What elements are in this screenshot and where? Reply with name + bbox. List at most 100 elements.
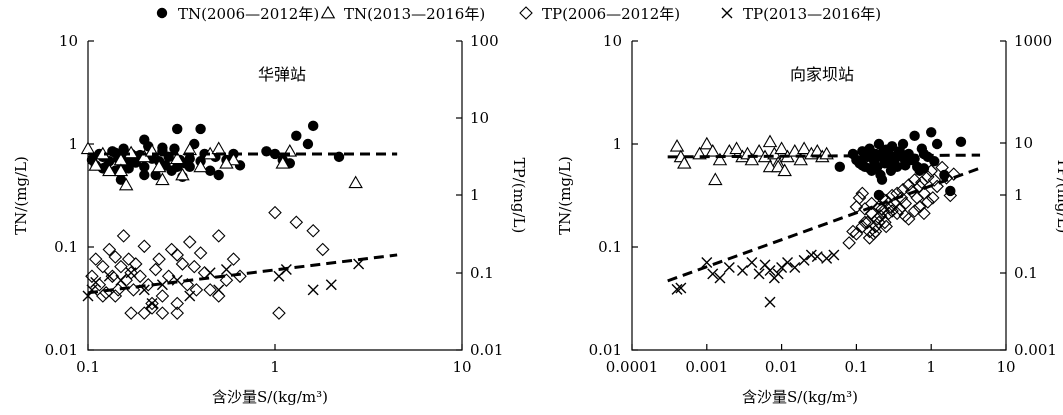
data-point-diamond	[133, 269, 147, 284]
data-point-diamond	[917, 206, 931, 221]
trendline	[667, 166, 981, 283]
data-point-cross	[772, 268, 784, 280]
data-point-diamond	[105, 269, 120, 284]
data-point-diamond	[849, 227, 864, 241]
data-point-diamond	[170, 248, 184, 262]
data-point-cross	[125, 267, 137, 279]
data-point-diamond	[211, 229, 226, 243]
data-point-triangle	[729, 141, 744, 155]
data-point-diamond	[137, 306, 152, 320]
data-point-cross	[146, 297, 158, 309]
data-point-diamond	[119, 273, 133, 288]
data-point-circle	[184, 153, 195, 164]
data-point-diamond	[858, 215, 872, 230]
data-point-diamond	[855, 186, 870, 201]
data-point-diamond	[920, 195, 935, 209]
data-point-cross	[671, 283, 683, 295]
left-tick-label: 0.1	[598, 238, 622, 256]
data-point-diamond	[137, 239, 152, 254]
data-point-cross	[701, 257, 713, 268]
data-point-diamond	[855, 219, 870, 234]
data-point-diamond	[878, 215, 892, 230]
data-point-circle	[886, 161, 898, 173]
data-point-diamond	[883, 200, 897, 214]
data-point-diamond	[124, 306, 138, 320]
data-point-triangle	[744, 152, 760, 166]
data-point-cross	[736, 264, 748, 276]
data-point-diamond	[930, 179, 944, 194]
data-point-circle	[931, 138, 943, 150]
x-tick-label: 0.001	[685, 358, 728, 376]
data-point-diamond	[121, 252, 136, 266]
panel-xiangjiaba: 0.0001 0.001 0.01 0.1 1 100.010.11100.0010.11…	[556, 32, 1063, 406]
x-tick-label: 10	[452, 358, 471, 376]
data-point-cross	[90, 276, 102, 288]
x-tick-label: 0.1	[844, 358, 868, 376]
data-point-diamond	[203, 283, 217, 297]
data-point-cross	[798, 254, 810, 266]
data-point-diamond	[852, 191, 867, 205]
data-point-circle	[880, 144, 892, 155]
legend-marker-diamond	[519, 6, 533, 20]
data-point-cross	[213, 284, 225, 296]
left-axis-label: TN/(mg/L)	[12, 156, 30, 235]
trendline	[87, 253, 398, 295]
x-axis-label: 含沙量S/(kg/m³)	[742, 388, 858, 406]
data-point-circle	[897, 138, 909, 150]
data-point-triangle	[102, 163, 117, 177]
data-point-diamond	[182, 235, 197, 249]
data-point-circle	[139, 169, 150, 181]
data-point-triangle	[88, 158, 103, 171]
right-tick-label: 0.001	[1014, 341, 1057, 359]
data-point-diamond	[306, 223, 320, 238]
data-point-triangle	[275, 155, 290, 169]
legend-marker-cross	[721, 7, 733, 19]
data-point-cross	[764, 296, 776, 308]
data-point-triangle	[762, 134, 778, 148]
data-point-circle	[955, 136, 967, 148]
left-tick-label: 0.1	[54, 238, 78, 256]
data-point-circle	[213, 169, 224, 181]
data-point-diamond	[193, 246, 208, 260]
data-point-triangle	[669, 138, 685, 152]
data-point-circle	[195, 123, 206, 135]
right-tick-label: 0.1	[470, 264, 494, 282]
x-tick-label: 0.0001	[606, 358, 659, 376]
data-point-diamond	[879, 219, 893, 234]
data-point-diamond	[108, 250, 123, 264]
data-point-circle	[302, 138, 314, 150]
data-point-circle	[926, 127, 937, 138]
right-tick-label: 10	[470, 109, 489, 127]
data-point-diamond	[155, 306, 170, 320]
data-point-triangle	[796, 141, 812, 155]
data-point-diamond	[85, 269, 99, 284]
right-axis-label: TP/(mg/L)	[1054, 158, 1063, 234]
x-axis-label: 含沙量S/(kg/m³)	[212, 388, 328, 406]
data-point-diamond	[935, 160, 949, 175]
data-point-diamond	[890, 206, 904, 221]
right-tick-label: 0.01	[470, 341, 503, 359]
data-point-circle	[929, 156, 940, 167]
data-point-triangle	[677, 155, 692, 169]
data-point-diamond	[875, 202, 889, 216]
data-point-circle	[909, 130, 920, 142]
data-point-cross	[156, 279, 168, 291]
data-point-diamond	[894, 191, 909, 205]
data-point-circle	[945, 185, 956, 197]
data-point-diamond	[896, 182, 910, 197]
data-point-diamond	[170, 296, 184, 311]
data-point-cross	[204, 267, 216, 279]
left-tick-label: 1	[612, 135, 622, 153]
legend-marker-triangle	[320, 5, 336, 19]
data-point-diamond	[96, 259, 110, 274]
data-point-diamond	[170, 306, 184, 320]
data-point-cross	[184, 290, 196, 302]
left-tick-label: 10	[603, 32, 622, 50]
data-point-diamond	[289, 215, 304, 230]
data-point-diamond	[920, 170, 935, 184]
axes-frame	[87, 41, 463, 351]
data-point-triangle	[705, 143, 720, 157]
data-point-diamond	[927, 173, 942, 187]
data-point-circle	[172, 161, 183, 173]
